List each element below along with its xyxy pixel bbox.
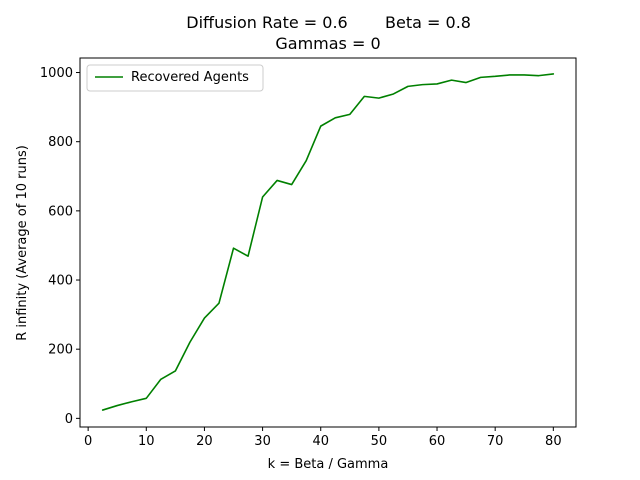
y-tick-label: 400 [48,274,73,289]
y-tick-label: 200 [48,343,73,358]
legend-label-recovered-agents: Recovered Agents [131,70,249,85]
y-axis-label: R infinity (Average of 10 runs) [15,145,30,341]
x-tick-label: 10 [138,434,155,449]
plot-area [80,58,576,427]
series-line-recovered-agents [101,73,555,411]
y-tick-label: 0 [65,412,73,427]
chart-title-gammas: Gammas = 0 [275,34,380,53]
y-tick-label: 1000 [40,66,73,81]
x-tick-label: 60 [429,434,446,449]
x-tick-label: 20 [196,434,213,449]
plot-background [80,58,576,427]
y-axis-ticks: 0 200 400 600 800 1000 [40,66,80,427]
x-axis-label: k = Beta / Gamma [268,457,389,472]
y-tick-label: 800 [48,135,73,150]
x-tick-label: 70 [487,434,504,449]
y-tick-label: 600 [48,204,73,219]
x-axis-ticks: 0 10 20 30 40 50 60 70 80 [84,427,562,449]
chart-title-diffusion: Diffusion Rate = 0.6 [186,13,347,32]
x-tick-label: 40 [312,434,329,449]
plot-frame [79,57,577,428]
x-tick-label: 30 [254,434,271,449]
series-layer [101,73,555,411]
x-tick-label: 80 [545,434,562,449]
legend-box [86,64,264,92]
legend: Recovered Agents [86,64,264,92]
x-tick-label: 50 [371,434,388,449]
chart-title-beta: Beta = 0.8 [385,13,471,32]
x-tick-label: 0 [84,434,92,449]
